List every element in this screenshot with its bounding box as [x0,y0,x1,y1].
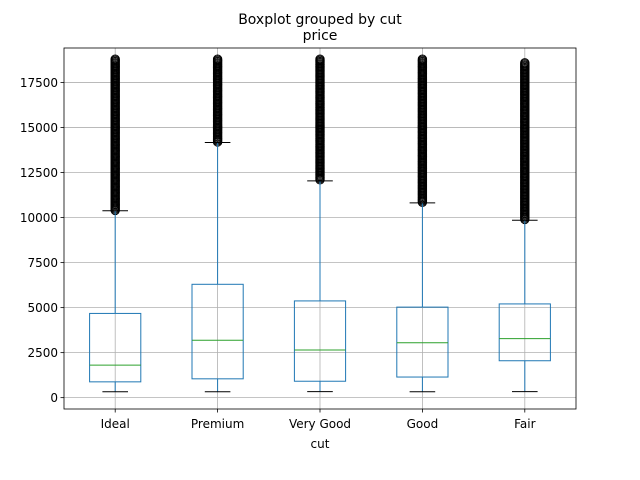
y-tick-label: 12500 [20,166,58,180]
x-tick-label: Good [407,417,439,431]
outlier-group [110,54,120,216]
y-tick-label: 10000 [20,211,58,225]
y-tick-label: 0 [50,391,58,405]
outlier-group [315,54,325,185]
outlier-point [110,54,120,64]
chart-suptitle: Boxplot grouped by cut [238,12,402,28]
y-tick-label: 7500 [27,256,58,270]
tick-layer: 0 2500 5000 7500 10000 12500 15000 17500 Ideal Pr… [20,76,536,431]
outlier-point [212,54,223,64]
x-tick-label: Ideal [101,417,130,431]
outlier-point [417,54,428,64]
outlier-point [315,54,325,64]
iqr-box [191,283,244,380]
x-tick-label: Fair [514,417,535,431]
outlier-group [417,54,428,208]
box-group-ideal [89,54,142,393]
x-tick-label: Very Good [289,417,351,431]
box-layer [89,54,551,393]
x-axis-label: cut [311,437,330,451]
box-group-good [396,54,449,393]
y-tick-label: 2500 [27,346,58,360]
y-tick-label: 17500 [20,76,58,90]
box-group-fair [498,58,551,393]
outlier-point [520,58,530,68]
x-tick-label: Premium [191,417,244,431]
iqr-box [293,300,347,382]
box-group-premium [191,54,244,393]
iqr-box [396,306,449,378]
iqr-box [498,303,551,362]
y-tick-label: 5000 [27,301,58,315]
box-group-very-good [293,54,347,393]
outlier-group [520,58,530,225]
iqr-box [89,312,142,383]
y-tick-label: 15000 [20,121,58,135]
outlier-group [212,54,223,147]
chart-title: price [303,28,338,44]
